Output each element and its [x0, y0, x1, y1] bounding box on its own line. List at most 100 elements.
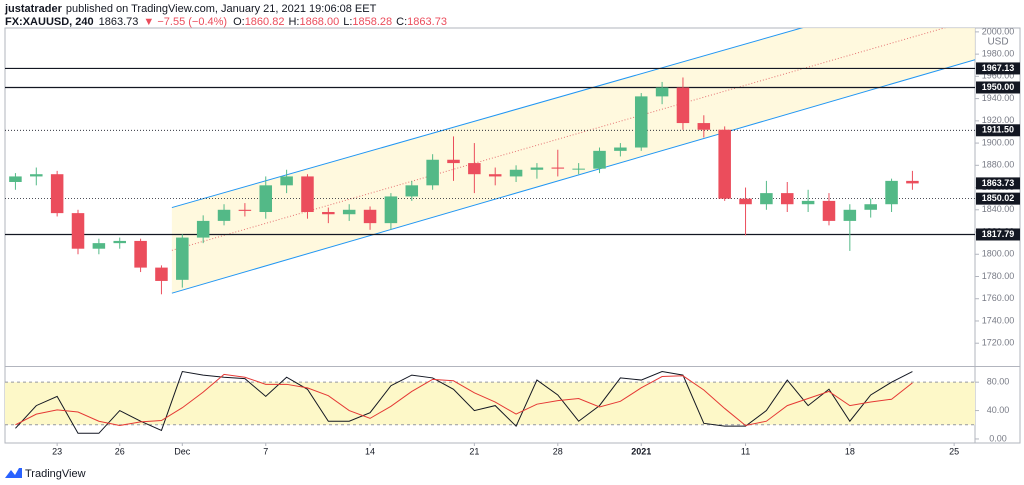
candle-body [822, 200, 836, 221]
candle-body [342, 209, 356, 215]
brand: TradingView [25, 468, 86, 480]
candle-body [134, 240, 147, 268]
channel-mid [171, 28, 946, 251]
x-tick-label: 18 [845, 446, 855, 456]
candle-body [906, 180, 919, 184]
oscillator-pane [5, 370, 975, 434]
candle-body [92, 243, 106, 249]
y-tick-label: 40.00 [987, 405, 1010, 415]
y-tick-label: 1780.00 [982, 271, 1015, 281]
logo: TradingView [5, 468, 86, 480]
candle-body [801, 200, 815, 205]
ohlc-label: O: [233, 16, 245, 28]
currency: USD [987, 37, 1008, 48]
candle-body [384, 196, 398, 224]
x-tick-label: 11 [741, 446, 750, 456]
x-tick-label: 7 [263, 446, 268, 456]
x-tick-label: 21 [469, 446, 479, 456]
candle-body [530, 167, 544, 170]
candle-body [634, 96, 648, 148]
x-tick-label: 28 [553, 446, 563, 456]
candle-body [614, 147, 627, 151]
candle-body [238, 209, 252, 211]
last-price-box [976, 177, 1020, 190]
candle-body [551, 167, 565, 169]
change: ▼ −7.55 (−0.4%) [143, 16, 227, 28]
ohlc-value: 1860.82 [245, 16, 285, 28]
oscillator-band [5, 382, 975, 425]
logo-icon [5, 468, 22, 478]
last-price: 1863.73 [99, 16, 139, 28]
level-label-box [976, 81, 1020, 94]
candle-body [280, 176, 293, 186]
candle-body [843, 209, 857, 221]
x-tick-label: Dec [174, 446, 191, 456]
candle-body [405, 185, 419, 197]
candle-body [697, 123, 711, 130]
ohlc-label: L: [343, 16, 352, 28]
y-tick-label: 1900.00 [982, 137, 1015, 147]
candle-body [217, 209, 231, 221]
level-label-box [976, 124, 1020, 137]
candle-body [71, 213, 85, 249]
level-label: 1850.02 [982, 193, 1015, 203]
x-tick-label: 2021 [631, 446, 651, 456]
ohlc-label: C: [396, 16, 407, 28]
level-label: 1967.13 [982, 63, 1015, 73]
oscillator-line [15, 370, 913, 434]
level-label-box [976, 228, 1020, 241]
byline: justatrader published on TradingView.com,… [4, 3, 377, 15]
candle-body [259, 185, 273, 213]
candle-body [426, 159, 439, 186]
y-tick-label: 2000.00 [982, 26, 1015, 36]
channel-upper [171, 28, 804, 209]
channel-fill [171, 28, 975, 294]
author: justatrader [4, 3, 63, 15]
candle-body [155, 267, 168, 281]
candle-body [739, 198, 752, 205]
x-tick-label: 23 [52, 446, 62, 456]
y-tick-label: 1800.00 [982, 249, 1015, 259]
y-tick-label: 1940.00 [982, 93, 1015, 103]
candle-body [781, 193, 794, 205]
candle-body [363, 209, 377, 224]
candle-body [864, 204, 877, 210]
y-tick-label: 80.00 [987, 377, 1010, 387]
ohlc-value: 1863.73 [407, 16, 447, 28]
x-tick-label: 26 [115, 446, 125, 456]
level-label: 1911.50 [982, 125, 1014, 135]
candle-body [301, 176, 314, 213]
candle-body [760, 193, 773, 205]
price-pane [5, 28, 975, 295]
y-tick-label: 1920.00 [982, 115, 1015, 125]
y-tick-label: 1960.00 [982, 71, 1015, 81]
published: published on TradingView.com, January 21… [66, 3, 377, 15]
oscillator-line [15, 373, 913, 427]
candle-body [655, 87, 669, 97]
symbol-line: FX:XAUUSD, 240 1863.73 ▼ −7.55 (−0.4%) O:18… [5, 16, 447, 28]
last-price-label: 1863.73 [982, 178, 1015, 188]
candle-body [196, 220, 210, 238]
candle-body [509, 169, 523, 177]
x-tick-label: 14 [365, 446, 375, 456]
y-tick-label: 1720.00 [982, 338, 1015, 348]
y-tick-label: 1740.00 [982, 315, 1015, 325]
candle-body [176, 237, 189, 280]
candle-body [50, 174, 64, 214]
y-tick-label: 1760.00 [982, 293, 1015, 303]
candle-body [113, 240, 126, 244]
candle-body [676, 87, 690, 124]
x-tick-label: 25 [949, 446, 959, 456]
y-tick-label: 0.00 [989, 433, 1007, 443]
level-label: 1817.79 [982, 229, 1015, 239]
candle-body [593, 150, 606, 169]
candle-body [322, 212, 335, 215]
level-label: 1950.00 [982, 82, 1015, 92]
y-tick-label: 1840.00 [982, 204, 1015, 214]
level-label-box [976, 192, 1020, 205]
candle-body [9, 176, 22, 182]
y-tick-label: 1980.00 [982, 49, 1015, 59]
ohlc-label: H: [288, 16, 299, 28]
candle-body [447, 159, 460, 164]
